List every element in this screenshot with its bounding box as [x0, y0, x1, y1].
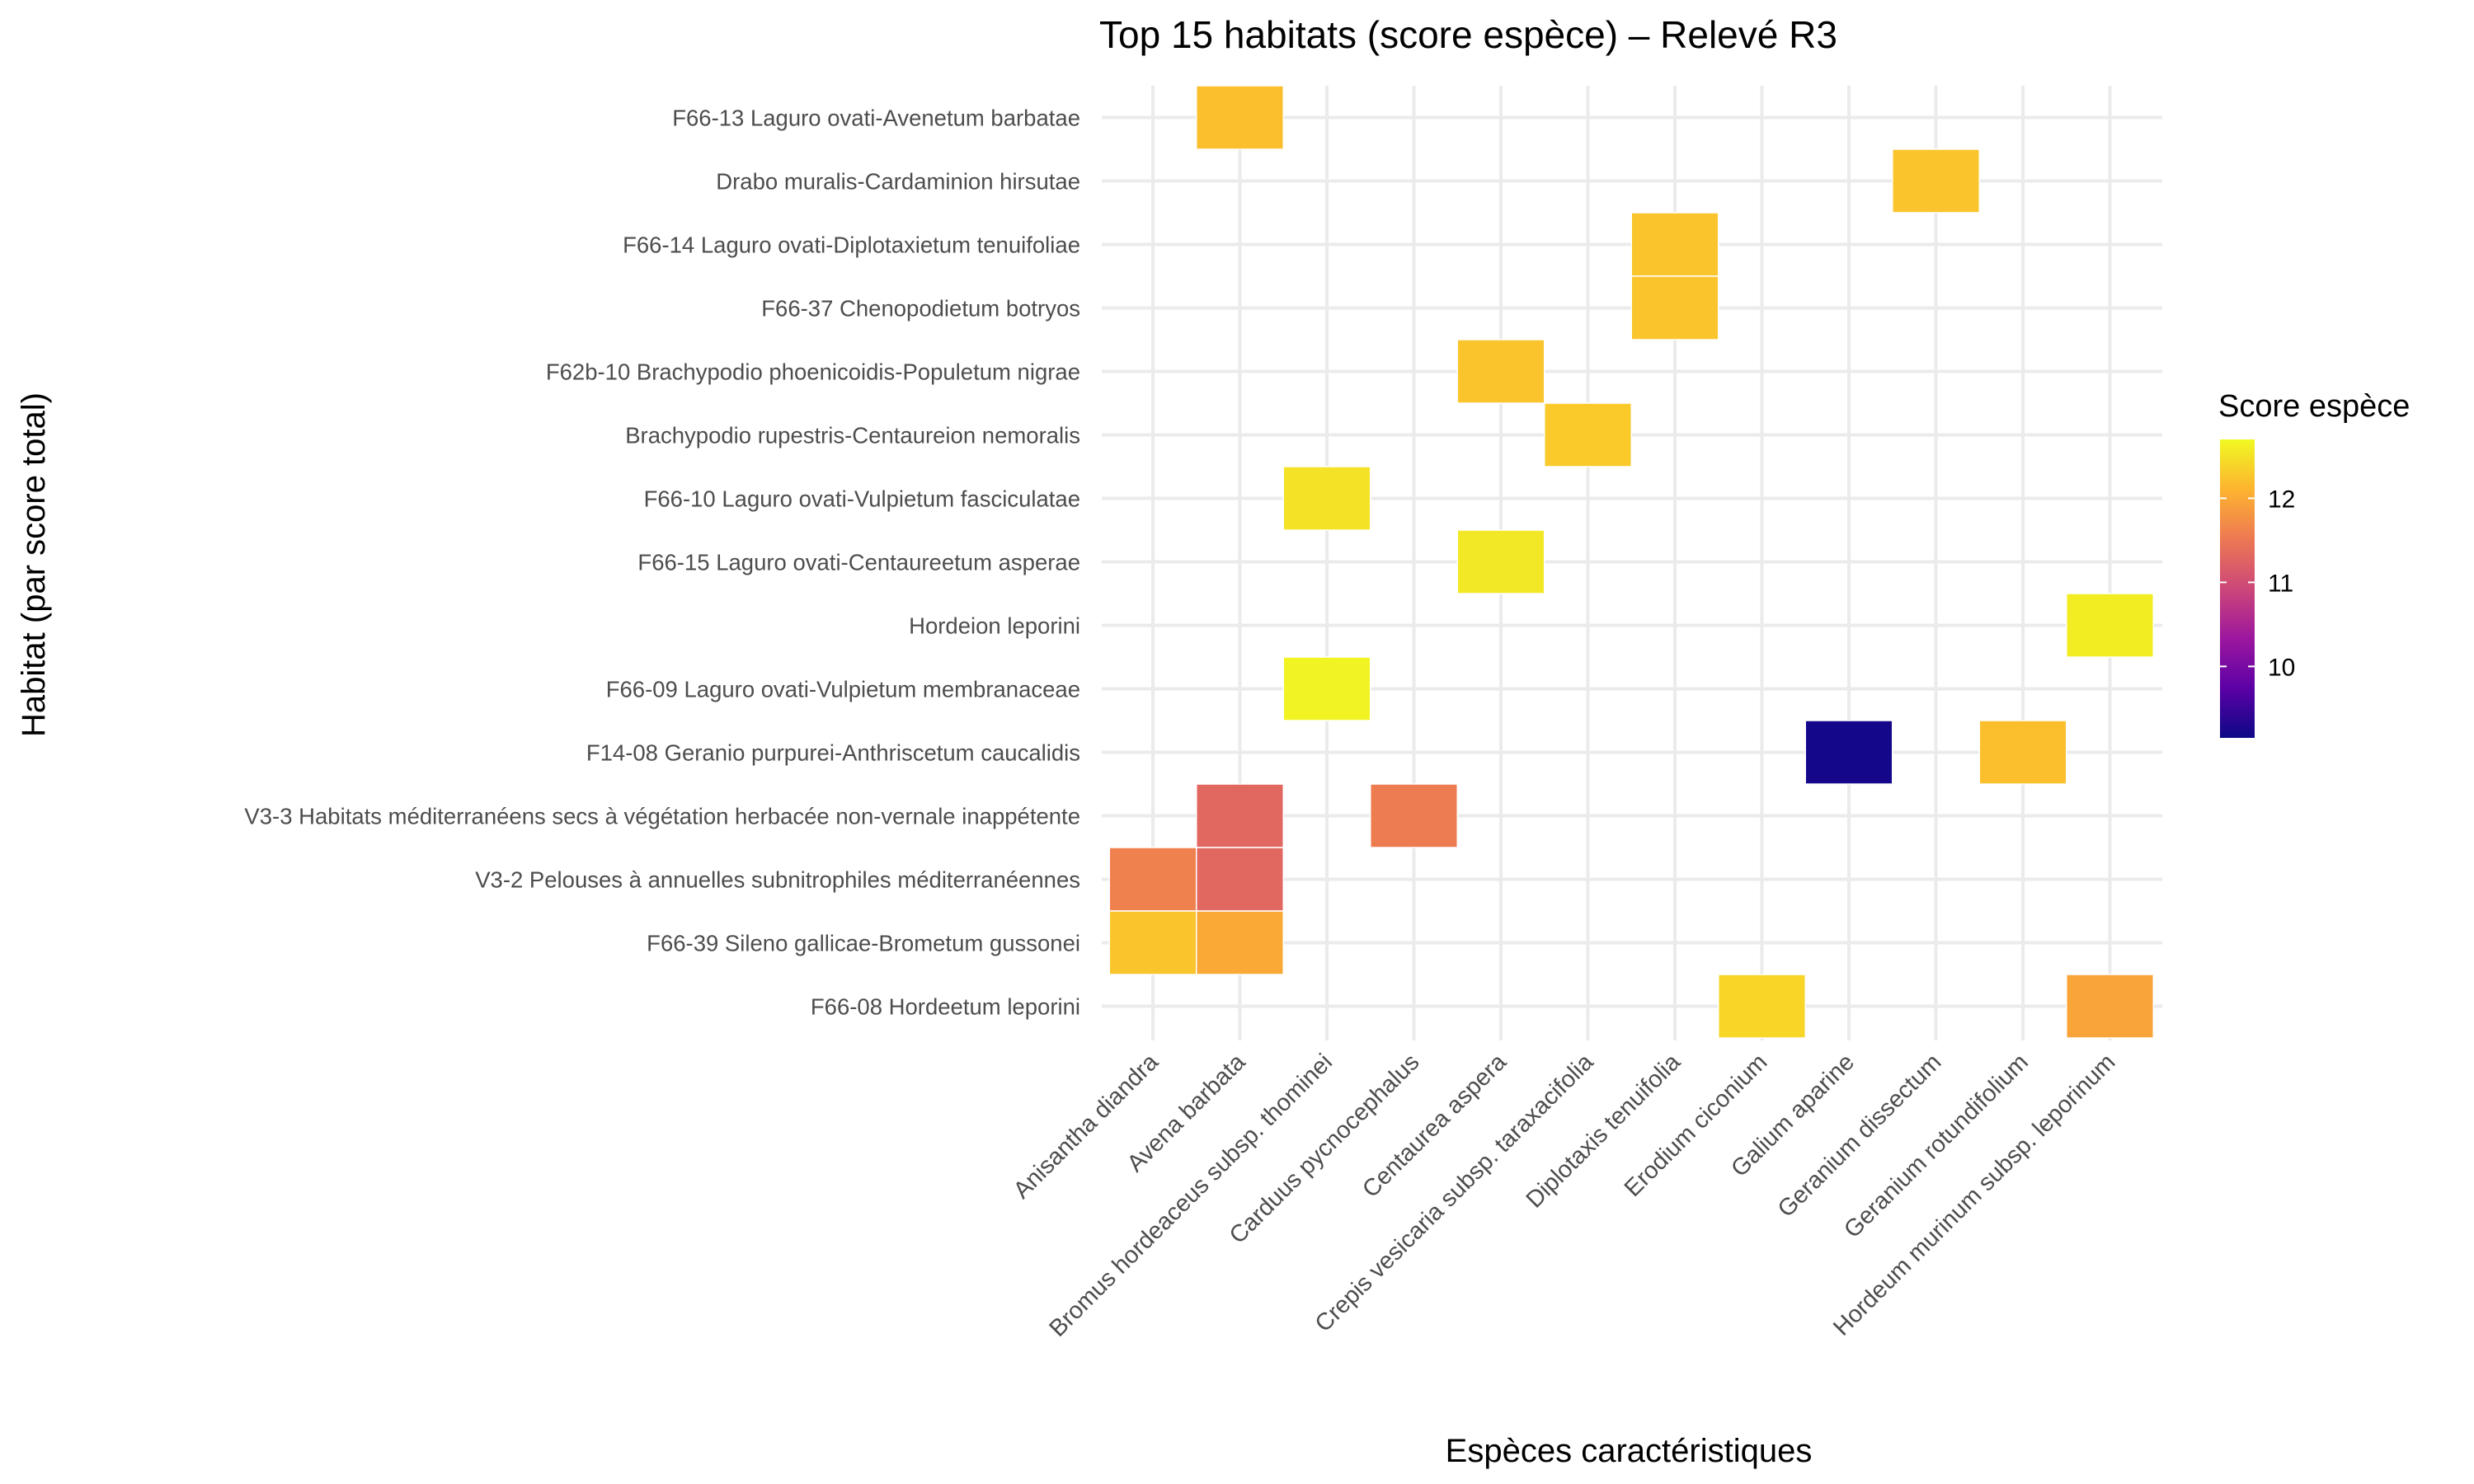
y-tick-labels: F66-13 Laguro ovati-Avenetum barbatae Dra… — [244, 106, 1080, 1020]
heatmap-cell — [1630, 275, 1719, 340]
heatmap-cell — [1718, 974, 1806, 1039]
heatmap-cell — [1282, 466, 1371, 531]
x-axis-label: Espèces caractéristiques — [1446, 1433, 1813, 1469]
heatmap-cell — [1108, 847, 1197, 912]
heatmap-cell — [1196, 85, 1284, 150]
y-tick-label: F66-15 Laguro ovati-Centaureetum asperae — [637, 550, 1080, 575]
heatmap-cells — [1108, 85, 2154, 1039]
color-legend: Score espèce 10 11 12 — [2218, 389, 2410, 738]
heatmap-cell — [1282, 656, 1371, 721]
y-tick-label: F62b-10 Brachypodio phoenicoidis-Populet… — [546, 359, 1080, 385]
heatmap-cell — [1456, 529, 1545, 594]
heatmap-cell — [1630, 212, 1719, 277]
x-tick-label: Anisantha diandra — [1009, 1049, 1164, 1205]
y-tick-label: Drabo muralis-Cardaminion hirsutae — [716, 169, 1080, 195]
y-tick-label: F14-08 Geranio purpurei-Anthriscetum cau… — [586, 740, 1080, 766]
y-tick-label: V3-3 Habitats méditerranéens secs à végé… — [244, 804, 1080, 829]
y-tick-label: F66-39 Sileno gallicae-Brometum gussonei — [647, 931, 1080, 956]
legend-title: Score espèce — [2218, 389, 2410, 424]
legend-tick-label: 11 — [2268, 570, 2293, 597]
heatmap-cell — [2066, 974, 2154, 1039]
heatmap-cell — [1196, 910, 1284, 975]
y-tick-label: F66-10 Laguro ovati-Vulpietum fasciculat… — [644, 486, 1080, 512]
heatmap-cell — [1978, 720, 2067, 785]
heatmap-cell — [1370, 783, 1458, 848]
y-axis-label: Habitat (par score total) — [16, 392, 52, 737]
y-tick-label: F66-13 Laguro ovati-Avenetum barbatae — [672, 106, 1080, 131]
legend-tick-label: 10 — [2268, 654, 2295, 681]
legend-tick-label: 12 — [2268, 486, 2295, 513]
y-tick-label: Hordeion leporini — [909, 613, 1080, 639]
heatmap-cell — [1108, 910, 1197, 975]
y-tick-label: F66-09 Laguro ovati-Vulpietum membranace… — [606, 677, 1080, 702]
y-tick-label: F66-37 Chenopodietum botryos — [761, 296, 1080, 322]
x-tick-label: Geranium dissectum — [1773, 1049, 1947, 1223]
chart-title: Top 15 habitats (score espèce) – Relevé … — [1099, 13, 1837, 56]
heatmap-cell — [1196, 783, 1284, 848]
heatmap-cell — [1196, 847, 1284, 912]
heatmap-cell — [2066, 593, 2154, 658]
x-tick-label: Erodium ciconium — [1620, 1049, 1773, 1202]
y-tick-label: Brachypodio rupestris-Centaureion nemora… — [625, 423, 1080, 448]
heatmap-cell — [1804, 720, 1893, 785]
legend-ticks: 10 11 12 — [2220, 486, 2295, 681]
y-tick-label: F66-08 Hordeetum leporini — [811, 994, 1080, 1020]
colorbar — [2220, 439, 2255, 738]
x-tick-label: Centaurea aspera — [1357, 1049, 1512, 1203]
heatmap-cell — [1892, 148, 1980, 214]
heatmap-cell — [1456, 339, 1545, 404]
x-tick-label: Diplotaxis tenuifolia — [1522, 1049, 1686, 1214]
heatmap-cell — [1544, 402, 1632, 467]
y-tick-label: V3-2 Pelouses à annuelles subnitrophiles… — [475, 867, 1080, 893]
y-tick-label: F66-14 Laguro ovati-Diplotaxietum tenuif… — [623, 232, 1080, 258]
